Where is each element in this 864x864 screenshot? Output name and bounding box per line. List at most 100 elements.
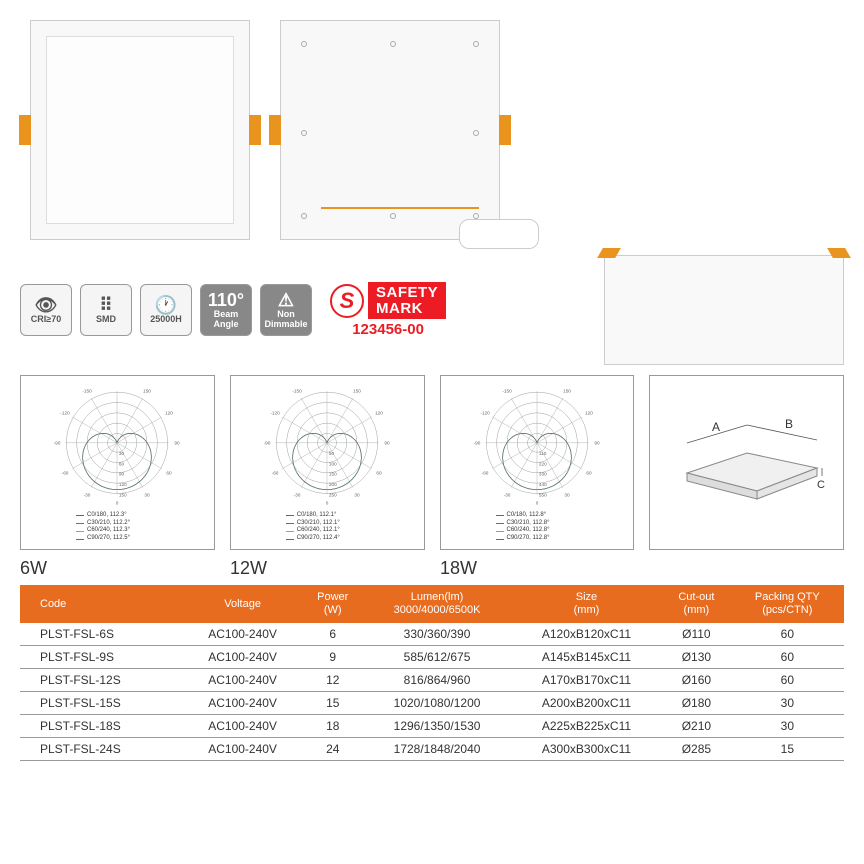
table-cell: AC100-240V (183, 692, 302, 715)
table-cell: PLST-FSL-24S (20, 738, 183, 761)
svg-text:0: 0 (536, 500, 539, 505)
svg-text:250: 250 (329, 492, 337, 497)
panel-front-image (30, 20, 250, 240)
table-row: PLST-FSL-6SAC100-240V6330/360/390A120xB1… (20, 623, 844, 646)
panel-back-image (280, 20, 500, 240)
wattage-labels: 6W 12W 18W (20, 558, 844, 579)
table-cell: 330/360/390 (363, 623, 511, 646)
svg-text:150: 150 (119, 492, 127, 497)
svg-text:150: 150 (143, 388, 151, 393)
svg-text:-120: -120 (480, 410, 490, 415)
product-images-row (20, 20, 844, 240)
table-row: PLST-FSL-15SAC100-240V151020/1080/1200A2… (20, 692, 844, 715)
table-cell: AC100-240V (183, 646, 302, 669)
table-cell: A300xB300xC11 (511, 738, 662, 761)
table-cell: 6 (302, 623, 363, 646)
table-cell: 30 (731, 715, 844, 738)
watt-label: 6W (20, 558, 215, 579)
safety-mark-badge: S SAFETYMARK 123456-00 (330, 282, 446, 339)
table-cell: PLST-FSL-18S (20, 715, 183, 738)
svg-text:-60: -60 (272, 470, 279, 475)
table-cell: PLST-FSL-6S (20, 623, 183, 646)
svg-text:120: 120 (585, 410, 593, 415)
svg-text:30: 30 (119, 451, 125, 456)
watt-label: 12W (230, 558, 425, 579)
polar-diagram: -/+180-150150-120120-9090-6060-303003060… (20, 375, 215, 550)
table-cell: 30 (731, 692, 844, 715)
table-cell: 1728/1848/2040 (363, 738, 511, 761)
table-cell: PLST-FSL-9S (20, 646, 183, 669)
feature-icons-row: 👁CRI≥70⠿SMD🕐25000H110°Beam Angle⚠Non Dim… (20, 255, 844, 365)
svg-text:0: 0 (326, 500, 329, 505)
table-cell: Ø110 (662, 623, 731, 646)
watt-label: 18W (440, 558, 635, 579)
svg-text:-150: -150 (502, 388, 512, 393)
table-cell: PLST-FSL-12S (20, 669, 183, 692)
table-cell: 9 (302, 646, 363, 669)
safety-number: 123456-00 (352, 321, 424, 338)
svg-text:-/+180: -/+180 (111, 385, 125, 386)
table-cell: A120xB120xC11 (511, 623, 662, 646)
polar-diagrams-row: -/+180 -150 150 -120 120 -90 90 -60 60 -30 30 0 30 60… (20, 375, 844, 550)
table-cell: 15 (302, 692, 363, 715)
table-header: Power(W) (302, 585, 363, 623)
svg-text:150: 150 (563, 388, 571, 393)
table-header: Lumen(lm)3000/4000/6500K (363, 585, 511, 623)
panel-side-image (604, 255, 844, 365)
svg-text:-/+180: -/+180 (530, 385, 544, 386)
svg-text:150: 150 (329, 471, 337, 476)
table-cell: AC100-240V (183, 623, 302, 646)
svg-text:60: 60 (586, 470, 592, 475)
table-cell: Ø210 (662, 715, 731, 738)
table-cell: Ø130 (662, 646, 731, 669)
svg-text:C: C (817, 479, 825, 491)
table-cell: A200xB200xC11 (511, 692, 662, 715)
table-cell: Ø180 (662, 692, 731, 715)
table-cell: 24 (302, 738, 363, 761)
feature-icon: 🕐25000H (140, 284, 192, 336)
svg-text:-90: -90 (473, 440, 480, 445)
svg-text:30: 30 (564, 492, 570, 497)
polar-diagram: -/+180-150150-120120-9090-6060-303001102… (440, 375, 635, 550)
svg-text:60: 60 (167, 470, 173, 475)
feature-icon: 110°Beam Angle (200, 284, 252, 336)
svg-text:-150: -150 (83, 388, 93, 393)
safety-s-icon: S (330, 284, 364, 318)
table-header: Packing QTY(pcs/CTN) (731, 585, 844, 623)
safety-text: SAFETYMARK (368, 282, 446, 320)
svg-text:550: 550 (539, 492, 547, 497)
feature-icon: 👁CRI≥70 (20, 284, 72, 336)
svg-text:200: 200 (329, 481, 337, 486)
table-cell: 60 (731, 646, 844, 669)
table-row: PLST-FSL-12SAC100-240V12816/864/960A170x… (20, 669, 844, 692)
svg-text:B: B (785, 417, 793, 431)
svg-text:A: A (712, 420, 720, 434)
table-cell: 12 (302, 669, 363, 692)
polar-diagram: -/+180-150150-120120-9090-6060-303005010… (230, 375, 425, 550)
feature-icon: ⠿SMD (80, 284, 132, 336)
svg-text:90: 90 (594, 440, 600, 445)
svg-text:-90: -90 (54, 440, 61, 445)
svg-text:-120: -120 (270, 410, 280, 415)
svg-text:-150: -150 (292, 388, 302, 393)
svg-text:30: 30 (355, 492, 361, 497)
svg-text:60: 60 (119, 461, 125, 466)
table-row: PLST-FSL-18SAC100-240V181296/1350/1530A2… (20, 715, 844, 738)
table-cell: AC100-240V (183, 715, 302, 738)
svg-text:-30: -30 (294, 492, 301, 497)
svg-text:50: 50 (329, 451, 335, 456)
table-cell: AC100-240V (183, 738, 302, 761)
table-cell: 1020/1080/1200 (363, 692, 511, 715)
svg-text:330: 330 (539, 471, 547, 476)
table-row: PLST-FSL-9SAC100-240V9585/612/675A145xB1… (20, 646, 844, 669)
table-cell: 60 (731, 623, 844, 646)
table-cell: A170xB170xC11 (511, 669, 662, 692)
spec-table: CodeVoltagePower(W)Lumen(lm)3000/4000/65… (20, 585, 844, 761)
table-header: Code (20, 585, 183, 623)
svg-text:-/+180: -/+180 (320, 385, 334, 386)
svg-text:120: 120 (375, 410, 383, 415)
svg-text:-120: -120 (61, 410, 71, 415)
table-cell: Ø160 (662, 669, 731, 692)
table-cell: A145xB145xC11 (511, 646, 662, 669)
svg-text:220: 220 (539, 461, 547, 466)
